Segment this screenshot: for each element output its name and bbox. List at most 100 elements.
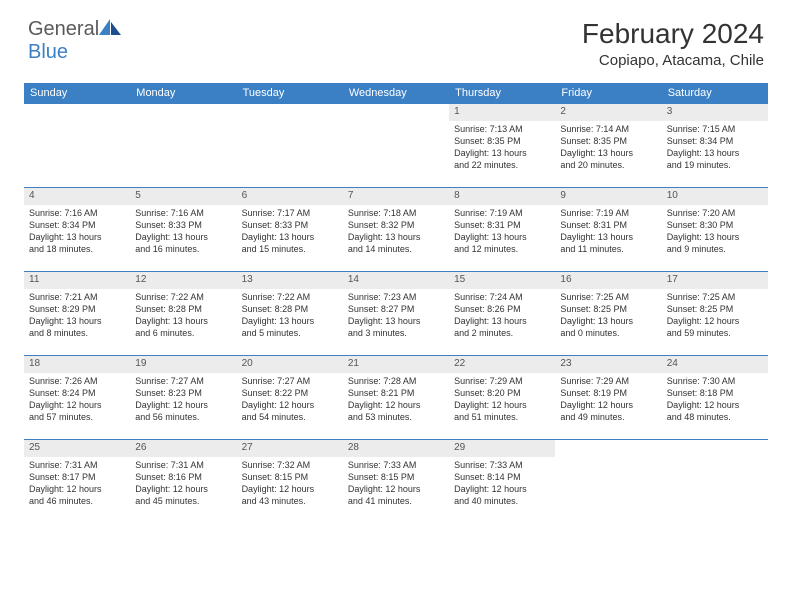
day-header-wednesday: Wednesday [343, 83, 449, 104]
sunset-text: Sunset: 8:16 PM [135, 472, 231, 483]
sunrise-text: Sunrise: 7:33 AM [348, 460, 444, 471]
daylight-line2: and 49 minutes. [560, 412, 656, 423]
day-cell: 14Sunrise: 7:23 AMSunset: 8:27 PMDayligh… [343, 272, 449, 356]
week-row: 4Sunrise: 7:16 AMSunset: 8:34 PMDaylight… [24, 188, 768, 272]
day-cell: 1Sunrise: 7:13 AMSunset: 8:35 PMDaylight… [449, 104, 555, 188]
sunset-text: Sunset: 8:31 PM [560, 220, 656, 231]
sunrise-text: Sunrise: 7:14 AM [560, 124, 656, 135]
day-header-tuesday: Tuesday [237, 83, 343, 104]
day-cell: 8Sunrise: 7:19 AMSunset: 8:31 PMDaylight… [449, 188, 555, 272]
day-number: 22 [449, 356, 555, 373]
day-header-monday: Monday [130, 83, 236, 104]
sunset-text: Sunset: 8:20 PM [454, 388, 550, 399]
day-number: 21 [343, 356, 449, 373]
sunset-text: Sunset: 8:18 PM [667, 388, 763, 399]
day-content: Sunrise: 7:24 AMSunset: 8:26 PMDaylight:… [449, 289, 555, 343]
day-header-row: Sunday Monday Tuesday Wednesday Thursday… [24, 83, 768, 104]
day-cell: 5Sunrise: 7:16 AMSunset: 8:33 PMDaylight… [130, 188, 236, 272]
daylight-line1: Daylight: 12 hours [135, 484, 231, 495]
day-content: Sunrise: 7:25 AMSunset: 8:25 PMDaylight:… [555, 289, 661, 343]
daylight-line2: and 48 minutes. [667, 412, 763, 423]
daylight-line2: and 22 minutes. [454, 160, 550, 171]
daylight-line1: Daylight: 13 hours [135, 232, 231, 243]
sunrise-text: Sunrise: 7:29 AM [560, 376, 656, 387]
day-number: 10 [662, 188, 768, 205]
day-number: 17 [662, 272, 768, 289]
daylight-line2: and 15 minutes. [242, 244, 338, 255]
day-content: Sunrise: 7:15 AMSunset: 8:34 PMDaylight:… [662, 121, 768, 175]
calendar-table: Sunday Monday Tuesday Wednesday Thursday… [24, 83, 768, 524]
week-row: 25Sunrise: 7:31 AMSunset: 8:17 PMDayligh… [24, 440, 768, 524]
day-number: 23 [555, 356, 661, 373]
daylight-line2: and 56 minutes. [135, 412, 231, 423]
daylight-line2: and 8 minutes. [29, 328, 125, 339]
daylight-line2: and 16 minutes. [135, 244, 231, 255]
day-cell: 23Sunrise: 7:29 AMSunset: 8:19 PMDayligh… [555, 356, 661, 440]
sunset-text: Sunset: 8:15 PM [242, 472, 338, 483]
sunrise-text: Sunrise: 7:23 AM [348, 292, 444, 303]
day-cell: 21Sunrise: 7:28 AMSunset: 8:21 PMDayligh… [343, 356, 449, 440]
day-number: 1 [449, 104, 555, 121]
day-content: Sunrise: 7:19 AMSunset: 8:31 PMDaylight:… [555, 205, 661, 259]
daylight-line2: and 45 minutes. [135, 496, 231, 507]
sunset-text: Sunset: 8:28 PM [242, 304, 338, 315]
day-cell: 27Sunrise: 7:32 AMSunset: 8:15 PMDayligh… [237, 440, 343, 524]
daylight-line1: Daylight: 13 hours [454, 232, 550, 243]
day-number: 13 [237, 272, 343, 289]
sunrise-text: Sunrise: 7:27 AM [135, 376, 231, 387]
sunset-text: Sunset: 8:30 PM [667, 220, 763, 231]
day-content: Sunrise: 7:17 AMSunset: 8:33 PMDaylight:… [237, 205, 343, 259]
day-cell: 9Sunrise: 7:19 AMSunset: 8:31 PMDaylight… [555, 188, 661, 272]
daylight-line1: Daylight: 13 hours [29, 316, 125, 327]
day-content: Sunrise: 7:16 AMSunset: 8:34 PMDaylight:… [24, 205, 130, 259]
day-content: Sunrise: 7:20 AMSunset: 8:30 PMDaylight:… [662, 205, 768, 259]
daylight-line1: Daylight: 13 hours [667, 232, 763, 243]
day-content: Sunrise: 7:33 AMSunset: 8:15 PMDaylight:… [343, 457, 449, 511]
brand-text: GeneralBlue [28, 18, 121, 64]
month-title: February 2024 [582, 18, 764, 50]
sunrise-text: Sunrise: 7:27 AM [242, 376, 338, 387]
sunrise-text: Sunrise: 7:25 AM [560, 292, 656, 303]
daylight-line2: and 46 minutes. [29, 496, 125, 507]
daylight-line1: Daylight: 13 hours [135, 316, 231, 327]
sunset-text: Sunset: 8:33 PM [135, 220, 231, 231]
day-number: 7 [343, 188, 449, 205]
sunset-text: Sunset: 8:23 PM [135, 388, 231, 399]
daylight-line1: Daylight: 13 hours [560, 148, 656, 159]
daylight-line1: Daylight: 13 hours [348, 232, 444, 243]
daylight-line2: and 3 minutes. [348, 328, 444, 339]
sunrise-text: Sunrise: 7:17 AM [242, 208, 338, 219]
day-content: Sunrise: 7:28 AMSunset: 8:21 PMDaylight:… [343, 373, 449, 427]
daylight-line1: Daylight: 13 hours [560, 232, 656, 243]
daylight-line2: and 59 minutes. [667, 328, 763, 339]
daylight-line1: Daylight: 12 hours [135, 400, 231, 411]
day-content: Sunrise: 7:27 AMSunset: 8:22 PMDaylight:… [237, 373, 343, 427]
day-cell: 7Sunrise: 7:18 AMSunset: 8:32 PMDaylight… [343, 188, 449, 272]
sunset-text: Sunset: 8:34 PM [29, 220, 125, 231]
daylight-line1: Daylight: 12 hours [454, 484, 550, 495]
day-cell: 18Sunrise: 7:26 AMSunset: 8:24 PMDayligh… [24, 356, 130, 440]
day-cell: 29Sunrise: 7:33 AMSunset: 8:14 PMDayligh… [449, 440, 555, 524]
sunset-text: Sunset: 8:21 PM [348, 388, 444, 399]
day-number: 24 [662, 356, 768, 373]
location-text: Copiapo, Atacama, Chile [582, 52, 764, 69]
daylight-line2: and 0 minutes. [560, 328, 656, 339]
sunrise-text: Sunrise: 7:13 AM [454, 124, 550, 135]
day-number: 2 [555, 104, 661, 121]
sunset-text: Sunset: 8:25 PM [560, 304, 656, 315]
sunset-text: Sunset: 8:29 PM [29, 304, 125, 315]
day-header-thursday: Thursday [449, 83, 555, 104]
sunrise-text: Sunrise: 7:28 AM [348, 376, 444, 387]
day-cell: 13Sunrise: 7:22 AMSunset: 8:28 PMDayligh… [237, 272, 343, 356]
sunset-text: Sunset: 8:31 PM [454, 220, 550, 231]
sunrise-text: Sunrise: 7:26 AM [29, 376, 125, 387]
day-number: 9 [555, 188, 661, 205]
daylight-line1: Daylight: 13 hours [242, 316, 338, 327]
sunset-text: Sunset: 8:35 PM [454, 136, 550, 147]
sunset-text: Sunset: 8:35 PM [560, 136, 656, 147]
day-content: Sunrise: 7:13 AMSunset: 8:35 PMDaylight:… [449, 121, 555, 175]
daylight-line1: Daylight: 12 hours [348, 484, 444, 495]
daylight-line1: Daylight: 12 hours [29, 400, 125, 411]
sunrise-text: Sunrise: 7:19 AM [560, 208, 656, 219]
day-number: 20 [237, 356, 343, 373]
